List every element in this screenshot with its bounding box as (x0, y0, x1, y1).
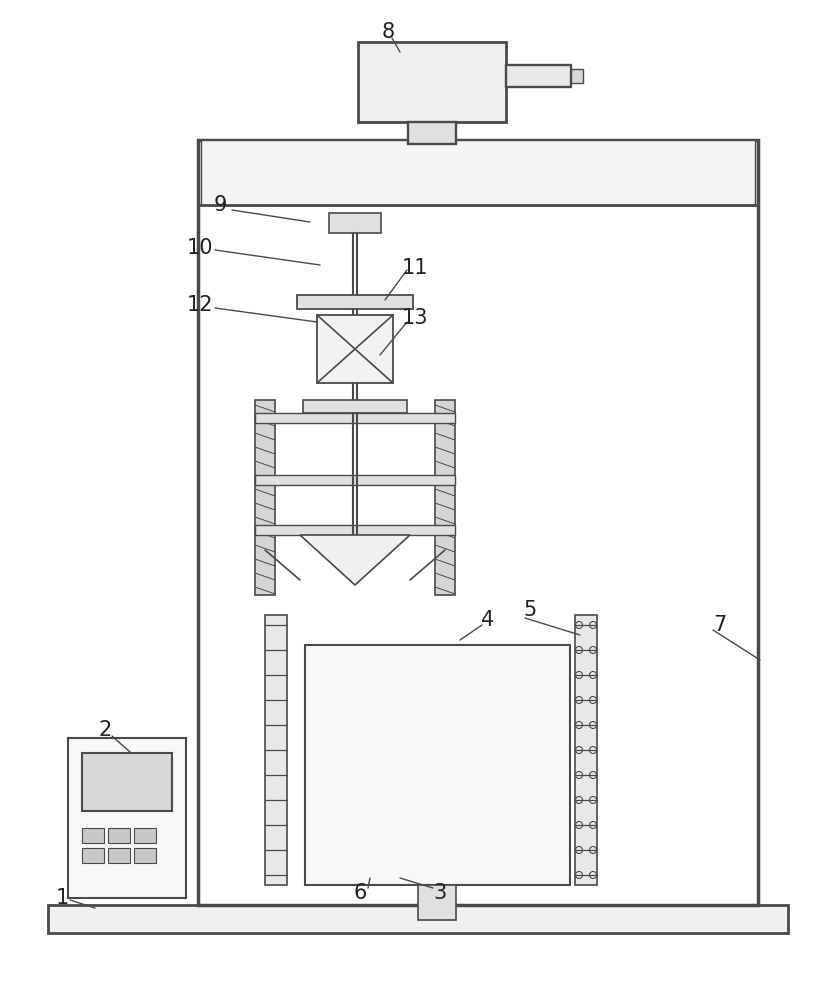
Text: 2: 2 (99, 720, 112, 740)
Bar (255, 475, 455, 485)
Bar (305, 645, 570, 885)
Bar (82, 848, 104, 863)
Bar (108, 828, 130, 843)
Bar (329, 213, 381, 233)
Text: 5: 5 (523, 600, 537, 620)
Bar (108, 848, 130, 863)
Text: 4: 4 (482, 610, 495, 630)
Bar (134, 828, 156, 843)
Bar (201, 140, 755, 205)
Text: 13: 13 (402, 308, 428, 328)
Bar (68, 738, 186, 898)
Bar (408, 122, 456, 144)
Text: 3: 3 (433, 883, 446, 903)
Bar (255, 413, 455, 423)
Bar (265, 615, 287, 885)
Text: 1: 1 (55, 888, 69, 908)
Bar (82, 753, 172, 811)
Bar (506, 65, 571, 87)
Bar (255, 525, 455, 535)
Bar (575, 615, 597, 885)
Text: 9: 9 (213, 195, 227, 215)
Text: 7: 7 (713, 615, 726, 635)
Text: 12: 12 (186, 295, 213, 315)
Bar (48, 905, 788, 933)
Bar (571, 69, 583, 83)
Text: 8: 8 (381, 22, 395, 42)
Bar (82, 828, 104, 843)
Text: 11: 11 (402, 258, 428, 278)
Text: 10: 10 (186, 238, 213, 258)
Bar (358, 42, 506, 122)
Bar (134, 848, 156, 863)
Bar (303, 400, 407, 413)
Text: 6: 6 (354, 883, 367, 903)
Polygon shape (300, 535, 410, 585)
Bar (198, 140, 758, 905)
Bar (435, 400, 455, 595)
Bar (297, 295, 413, 309)
Bar (255, 400, 275, 595)
Bar (317, 315, 393, 383)
Bar (418, 885, 456, 920)
